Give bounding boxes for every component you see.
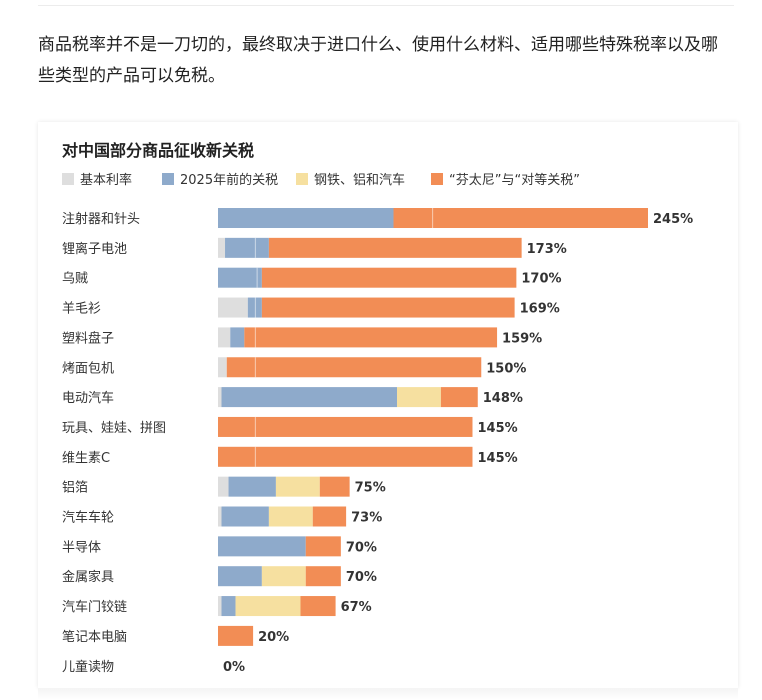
category-label: 汽车车轮 bbox=[62, 510, 114, 526]
chart-card: 对中国部分商品征收新关税基本利率 2025年前的关税 钢铁、铝和汽车 “芬太尼”与“对… bbox=[38, 122, 738, 688]
total-label: 173% bbox=[527, 242, 567, 257]
total-label: 70% bbox=[346, 540, 377, 555]
legend-swatch-0 bbox=[62, 173, 74, 185]
total-label: 145% bbox=[477, 421, 517, 436]
bar-segment-2 bbox=[235, 596, 301, 617]
bar-segment-0 bbox=[218, 327, 231, 348]
bar-segment-3 bbox=[218, 416, 473, 437]
category-label: 乌贼 bbox=[62, 271, 88, 287]
category-label: 烤面包机 bbox=[62, 361, 114, 376]
bar-segment-2 bbox=[397, 387, 441, 408]
total-label: 0% bbox=[223, 660, 245, 675]
category-label: 维生素C bbox=[62, 451, 110, 466]
bar-segment-3 bbox=[305, 566, 341, 587]
bar-segment-3 bbox=[261, 267, 517, 288]
bar-segment-3 bbox=[261, 297, 515, 318]
chart-title: 对中国部分商品征收新关税 bbox=[62, 141, 254, 160]
legend-label-3: “芬太尼”与“对等关税” bbox=[449, 172, 580, 188]
bar-divider bbox=[254, 327, 256, 348]
legend-label-0: 基本利率 bbox=[80, 172, 132, 188]
bar-segment-3 bbox=[393, 208, 648, 228]
bar-segment-3 bbox=[218, 446, 473, 467]
category-label: 半导体 bbox=[62, 540, 101, 555]
category-label: 儿童读物 bbox=[62, 659, 114, 675]
category-label: 塑料盘子 bbox=[62, 330, 114, 346]
legend-swatch-3 bbox=[431, 173, 443, 185]
category-label: 金属家具 bbox=[62, 569, 114, 585]
bar-segment-2 bbox=[268, 506, 313, 527]
category-label: 注射器和针头 bbox=[62, 211, 140, 227]
total-label: 148% bbox=[483, 391, 523, 406]
bar-segment-1 bbox=[218, 208, 394, 228]
bar-divider bbox=[254, 446, 256, 467]
bar-divider bbox=[256, 267, 258, 288]
bar-segment-2 bbox=[275, 476, 320, 497]
total-label: 73% bbox=[351, 511, 382, 526]
bar-segment-1 bbox=[221, 596, 236, 617]
total-label: 145% bbox=[477, 451, 517, 466]
bar-segment-0 bbox=[218, 357, 227, 378]
bar-segment-1 bbox=[221, 387, 398, 408]
category-label: 锂离子电池 bbox=[62, 241, 127, 257]
bar-segment-1 bbox=[218, 566, 262, 587]
bar-segment-1 bbox=[225, 237, 269, 258]
total-label: 67% bbox=[341, 600, 372, 615]
bar-segment-0 bbox=[218, 237, 226, 258]
bar-segment-0 bbox=[218, 387, 222, 408]
card-shadow bbox=[38, 688, 738, 700]
total-label: 20% bbox=[258, 630, 289, 645]
bar-segment-3 bbox=[312, 506, 347, 527]
legend-swatch-1 bbox=[162, 173, 174, 185]
bar-segment-1 bbox=[221, 506, 269, 527]
bar-segment-3 bbox=[305, 536, 341, 557]
bar-segment-3 bbox=[319, 476, 350, 497]
bar-divider bbox=[254, 297, 256, 318]
article-intro-text: 商品税率并不是一刀切的，最终取决于进口什么、使用什么材料、适用哪些特殊税率以及哪… bbox=[38, 35, 718, 86]
bar-segment-1 bbox=[228, 476, 276, 497]
total-label: 245% bbox=[653, 212, 693, 227]
bar-divider bbox=[254, 357, 256, 378]
bar-segment-0 bbox=[218, 506, 222, 527]
bar-segment-1 bbox=[218, 267, 262, 288]
top-divider bbox=[38, 5, 734, 6]
bar-segment-0 bbox=[218, 297, 248, 318]
total-label: 150% bbox=[486, 361, 526, 376]
bar-segment-2 bbox=[261, 566, 306, 587]
bar-segment-3 bbox=[226, 357, 482, 378]
category-label: 羊毛衫 bbox=[62, 301, 101, 317]
bar-segment-3 bbox=[440, 387, 478, 408]
bar-segment-1 bbox=[218, 536, 306, 557]
category-label: 玩具、娃娃、拼图 bbox=[62, 421, 166, 436]
category-label: 笔记本电脑 bbox=[62, 629, 127, 645]
total-label: 75% bbox=[355, 481, 386, 496]
bar-segment-3 bbox=[218, 625, 254, 646]
total-label: 159% bbox=[502, 331, 542, 346]
category-label: 汽车门铰链 bbox=[62, 599, 127, 615]
bar-divider bbox=[432, 208, 434, 228]
bar-segment-0 bbox=[218, 596, 222, 617]
category-label: 铝箔 bbox=[62, 480, 88, 496]
bar-segment-3 bbox=[300, 596, 336, 617]
total-label: 70% bbox=[346, 570, 377, 585]
legend-label-2: 钢铁、铝和汽车 bbox=[314, 172, 405, 188]
bar-segment-3 bbox=[244, 327, 498, 348]
legend-label-1: 2025年前的关税 bbox=[180, 172, 278, 188]
bar-segment-3 bbox=[268, 237, 522, 258]
bar-segment-0 bbox=[218, 476, 229, 497]
total-label: 170% bbox=[521, 272, 561, 287]
bar-divider bbox=[254, 416, 256, 437]
total-label: 169% bbox=[520, 302, 560, 317]
category-label: 电动汽车 bbox=[62, 390, 114, 406]
bar-segment-1 bbox=[230, 327, 245, 348]
bar-divider bbox=[254, 237, 256, 258]
legend-swatch-2 bbox=[296, 173, 308, 185]
